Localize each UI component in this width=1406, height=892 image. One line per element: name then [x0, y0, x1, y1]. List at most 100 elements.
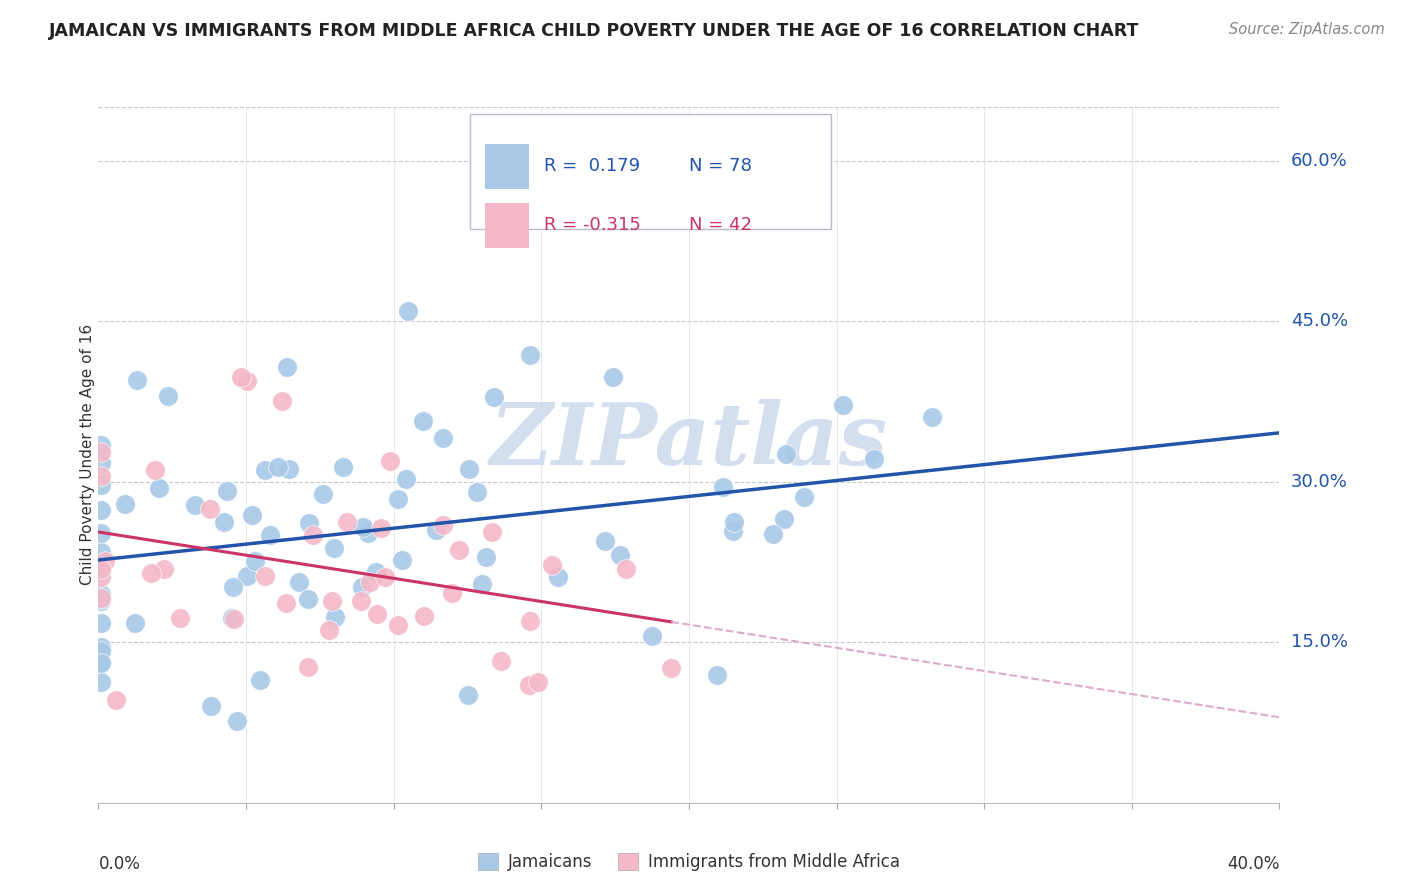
Point [412, 608, 434, 623]
Text: 30.0%: 30.0% [1291, 473, 1347, 491]
Point [323, 610, 346, 624]
Point [297, 591, 319, 606]
Point [243, 554, 266, 568]
Point [593, 533, 616, 548]
Point [90, 615, 112, 630]
Point [659, 661, 682, 675]
Point [90, 444, 112, 458]
Point [374, 570, 396, 584]
Point [432, 518, 454, 533]
Point [441, 586, 464, 600]
Point [198, 501, 221, 516]
Point [425, 524, 447, 538]
Text: R =  0.179: R = 0.179 [544, 157, 640, 175]
Point [711, 480, 734, 494]
Point [224, 612, 246, 626]
Point [139, 566, 162, 580]
Point [432, 431, 454, 445]
Point [298, 516, 321, 530]
Point [242, 508, 264, 523]
Point [458, 462, 481, 476]
Point [253, 568, 276, 582]
Point [104, 693, 127, 707]
Point [366, 607, 388, 621]
Point [229, 369, 252, 384]
Point [90, 477, 112, 491]
Text: 45.0%: 45.0% [1291, 312, 1348, 330]
Point [127, 373, 149, 387]
Point [236, 569, 259, 583]
Point [215, 483, 238, 498]
Point [541, 558, 564, 573]
Point [222, 580, 245, 594]
FancyBboxPatch shape [471, 114, 831, 229]
Point [90, 456, 112, 470]
Point [609, 548, 631, 562]
Point [90, 594, 112, 608]
Point [114, 497, 136, 511]
Text: 60.0%: 60.0% [1291, 152, 1347, 169]
Point [318, 624, 340, 638]
Text: 0.0%: 0.0% [98, 855, 141, 873]
Point [90, 656, 112, 670]
Point [94, 554, 117, 568]
Point [221, 611, 243, 625]
Point [148, 481, 170, 495]
Point [90, 469, 112, 483]
FancyBboxPatch shape [485, 202, 530, 248]
Point [236, 374, 259, 388]
Point [332, 460, 354, 475]
Text: R = -0.315: R = -0.315 [544, 217, 641, 235]
Point [773, 512, 796, 526]
Point [391, 553, 413, 567]
Point [157, 389, 180, 403]
Text: 15.0%: 15.0% [1291, 633, 1347, 651]
Text: Source: ZipAtlas.com: Source: ZipAtlas.com [1229, 22, 1385, 37]
Point [267, 460, 290, 475]
Point [225, 714, 247, 729]
Point [547, 570, 569, 584]
Point [359, 574, 381, 589]
Y-axis label: Child Poverty Under the Age of 16: Child Poverty Under the Age of 16 [80, 325, 94, 585]
Point [302, 527, 325, 541]
Point [370, 521, 392, 535]
Point [387, 617, 409, 632]
Point [278, 462, 301, 476]
Point [311, 486, 333, 500]
Point [90, 640, 112, 655]
Point [90, 566, 112, 580]
Point [474, 549, 496, 564]
Point [90, 438, 112, 452]
Point [90, 525, 112, 540]
Point [775, 446, 797, 460]
Point [184, 498, 207, 512]
Point [353, 519, 375, 533]
Point [276, 360, 298, 375]
Point [519, 348, 541, 362]
Text: 40.0%: 40.0% [1227, 855, 1279, 873]
Point [323, 541, 346, 556]
Point [335, 516, 357, 530]
Point [212, 515, 235, 529]
Point [387, 491, 409, 506]
Text: N = 42: N = 42 [689, 217, 752, 235]
Point [124, 615, 146, 630]
Point [614, 562, 637, 576]
Text: N = 78: N = 78 [689, 157, 752, 175]
Point [762, 526, 785, 541]
Point [482, 390, 505, 404]
Point [921, 410, 943, 425]
Point [350, 580, 373, 594]
Point [457, 688, 479, 702]
Point [396, 304, 419, 318]
Point [517, 678, 540, 692]
Point [288, 574, 311, 589]
Point [90, 674, 112, 689]
Point [321, 594, 343, 608]
Point [90, 587, 112, 601]
Point [249, 673, 271, 688]
Point [471, 577, 494, 591]
Point [491, 655, 513, 669]
Point [793, 490, 815, 504]
Point [721, 524, 744, 538]
